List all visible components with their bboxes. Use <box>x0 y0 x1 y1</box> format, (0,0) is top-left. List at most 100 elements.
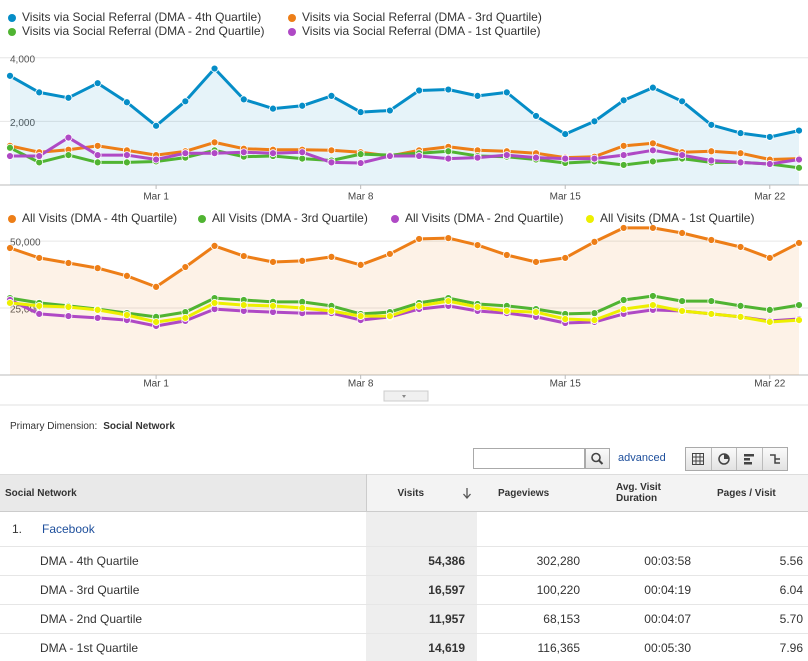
table-view[interactable] <box>686 448 712 470</box>
legend-marker <box>8 28 16 36</box>
data-point <box>648 292 657 300</box>
data-row: DMA - 2nd Quartile 11,957 68,153 00:04:07 5.… <box>0 604 808 634</box>
data-point <box>93 306 102 314</box>
data-point <box>385 106 394 115</box>
search-button[interactable] <box>585 448 610 469</box>
sort-arrow <box>463 488 471 499</box>
data-point <box>736 243 745 251</box>
data-point <box>444 85 453 94</box>
data-point <box>122 98 131 107</box>
view-switcher <box>685 447 788 471</box>
data-point <box>707 310 716 318</box>
row-index: 1. <box>12 522 23 536</box>
advanced-link[interactable]: advanced <box>618 452 666 464</box>
data-point <box>93 264 102 273</box>
data-point <box>239 148 248 157</box>
data-point <box>795 126 803 135</box>
data-point <box>298 256 307 265</box>
data-point <box>152 121 161 130</box>
group-name[interactable]: Facebook <box>42 522 95 536</box>
column-header[interactable]: Pageviews <box>477 474 594 512</box>
primary-dimension-value[interactable]: Social Network <box>103 421 175 432</box>
data-point <box>795 163 803 172</box>
data-point <box>415 86 424 95</box>
visits: 11,957 <box>366 604 477 634</box>
data-point <box>327 252 336 261</box>
data-point <box>473 241 482 249</box>
data-point <box>152 282 161 291</box>
row-label: DMA - 1st Quartile <box>0 633 366 661</box>
pages-per-visit: 5.70 <box>704 604 808 634</box>
column-header[interactable]: Pages / Visit <box>704 474 808 512</box>
data-point <box>707 147 716 156</box>
area <box>10 68 799 185</box>
slider-handle[interactable] <box>383 390 429 402</box>
data-point <box>152 318 161 326</box>
column-header[interactable]: Avg. Visit Duration <box>594 474 704 512</box>
header-row: Social Network Visits Pageviews Avg. Vis… <box>0 474 808 512</box>
legend-label: All Visits (DMA - 1st Quartile) <box>600 211 754 225</box>
pivot-view[interactable] <box>762 448 787 470</box>
legend-label: All Visits (DMA - 2nd Quartile) <box>405 211 564 225</box>
data-point <box>707 156 716 165</box>
data-point <box>298 304 307 312</box>
data-point <box>64 303 73 311</box>
pageviews: 100,220 <box>477 575 594 605</box>
data-point <box>415 301 424 310</box>
data-point <box>239 301 248 309</box>
column-title: Visits <box>397 487 425 499</box>
data-point <box>64 259 73 267</box>
data-point <box>619 141 628 150</box>
row-label: DMA - 4th Quartile <box>0 546 366 576</box>
visits: 54,386 <box>366 546 477 576</box>
x-tick-label: Mar 8 <box>348 192 374 203</box>
data-point <box>93 141 102 150</box>
data-point <box>736 149 745 158</box>
data-point <box>590 117 599 126</box>
x-tick-label: Mar 22 <box>754 192 786 203</box>
data-point <box>619 305 628 314</box>
series-line <box>9 298 800 328</box>
data-point <box>64 151 73 159</box>
data-point <box>64 93 73 102</box>
pages-per-visit: 7.96 <box>704 633 808 661</box>
data-point <box>619 96 628 105</box>
data-point <box>122 151 131 159</box>
pageviews: 116,365 <box>477 633 594 661</box>
data-point <box>532 258 540 266</box>
data-point <box>736 301 745 310</box>
data-point <box>181 263 190 271</box>
data-point <box>707 120 716 129</box>
x-tick-label: Mar 1 <box>143 192 169 203</box>
x-tick-label: Mar 15 <box>550 379 582 390</box>
data-point <box>298 148 307 157</box>
data-point <box>648 301 657 309</box>
data-point <box>619 161 628 169</box>
data-point <box>327 92 336 100</box>
data-point <box>93 151 102 159</box>
data-point <box>210 149 219 158</box>
data-point <box>356 312 365 320</box>
data-point <box>269 258 277 266</box>
pie-view[interactable] <box>711 448 737 470</box>
data-point <box>93 314 102 322</box>
data-point <box>239 95 248 104</box>
area <box>10 227 799 375</box>
data-point <box>765 160 774 168</box>
x-tick-label: Mar 8 <box>348 379 374 390</box>
legend-marker <box>198 215 206 223</box>
data-point <box>678 97 687 106</box>
primary-dimension-label: Primary Dimension: <box>10 421 98 432</box>
column-header[interactable]: Social Network <box>0 474 367 512</box>
data-point <box>35 158 44 167</box>
search-box[interactable] <box>473 448 585 469</box>
bar-view[interactable] <box>737 448 763 470</box>
column-header[interactable]: Visits <box>366 474 477 512</box>
data-point <box>35 254 44 262</box>
search-icon <box>591 452 604 465</box>
data-point <box>736 158 745 167</box>
pageviews: 68,153 <box>477 604 594 634</box>
data-point <box>415 152 424 160</box>
data-point <box>385 152 394 160</box>
data-point <box>619 151 628 159</box>
